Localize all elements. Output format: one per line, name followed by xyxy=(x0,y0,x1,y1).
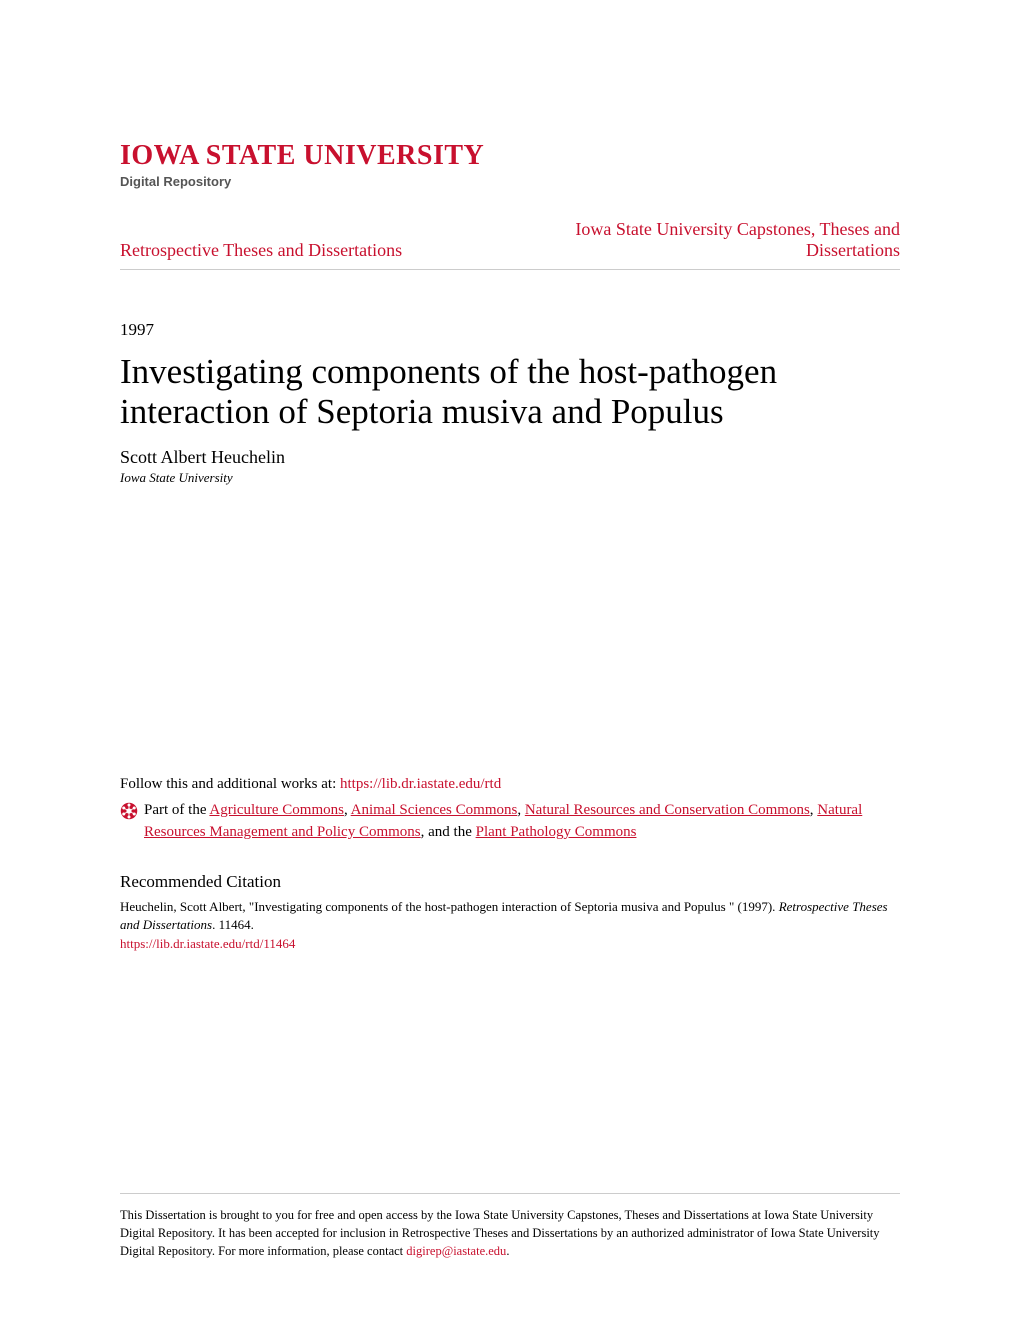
follow-line: Follow this and additional works at: htt… xyxy=(120,776,900,793)
commons-link[interactable]: Plant Pathology Commons xyxy=(476,824,637,840)
footer-email-link[interactable]: digirep@iastate.edu xyxy=(406,1244,506,1258)
part-of-prefix: Part of the xyxy=(144,802,209,818)
follow-prefix: Follow this and additional works at: xyxy=(120,776,340,792)
collection-link-right[interactable]: Iowa State University Capstones, Theses … xyxy=(560,219,900,261)
commons-link[interactable]: Animal Sciences Commons xyxy=(351,802,518,818)
document-title: Investigating components of the host-pat… xyxy=(120,352,900,433)
follow-url-link[interactable]: https://lib.dr.iastate.edu/rtd xyxy=(340,776,501,792)
citation-heading: Recommended Citation xyxy=(120,872,900,892)
separator: , xyxy=(517,802,525,818)
network-icon xyxy=(120,802,138,820)
footer-period: . xyxy=(506,1244,509,1258)
commons-link[interactable]: Natural Resources and Conservation Commo… xyxy=(525,802,810,818)
publication-year: 1997 xyxy=(120,320,900,340)
logo-sub-text: Digital Repository xyxy=(120,174,900,189)
part-of-row: Part of the Agriculture Commons, Animal … xyxy=(120,799,900,844)
logo-main-text: IOWA STATE UNIVERSITY xyxy=(120,140,900,172)
collection-link-left[interactable]: Retrospective Theses and Dissertations xyxy=(120,240,402,261)
collection-header: Retrospective Theses and Dissertations I… xyxy=(120,219,900,270)
footer-notice: This Dissertation is brought to you for … xyxy=(120,1193,900,1260)
content-spacer xyxy=(120,486,900,776)
author-affiliation: Iowa State University xyxy=(120,470,900,486)
part-of-text: Part of the Agriculture Commons, Animal … xyxy=(144,799,900,844)
author-name: Scott Albert Heuchelin xyxy=(120,447,900,468)
citation-url-link[interactable]: https://lib.dr.iastate.edu/rtd/11464 xyxy=(120,936,900,952)
separator: , xyxy=(344,802,351,818)
last-connector: , and the xyxy=(421,824,476,840)
citation-body: Heuchelin, Scott Albert, "Investigating … xyxy=(120,898,900,934)
commons-link[interactable]: Agriculture Commons xyxy=(209,802,344,818)
citation-text: Heuchelin, Scott Albert, "Investigating … xyxy=(120,899,775,914)
citation-number: . 11464. xyxy=(212,917,254,932)
repository-logo: IOWA STATE UNIVERSITY Digital Repository xyxy=(120,140,900,189)
